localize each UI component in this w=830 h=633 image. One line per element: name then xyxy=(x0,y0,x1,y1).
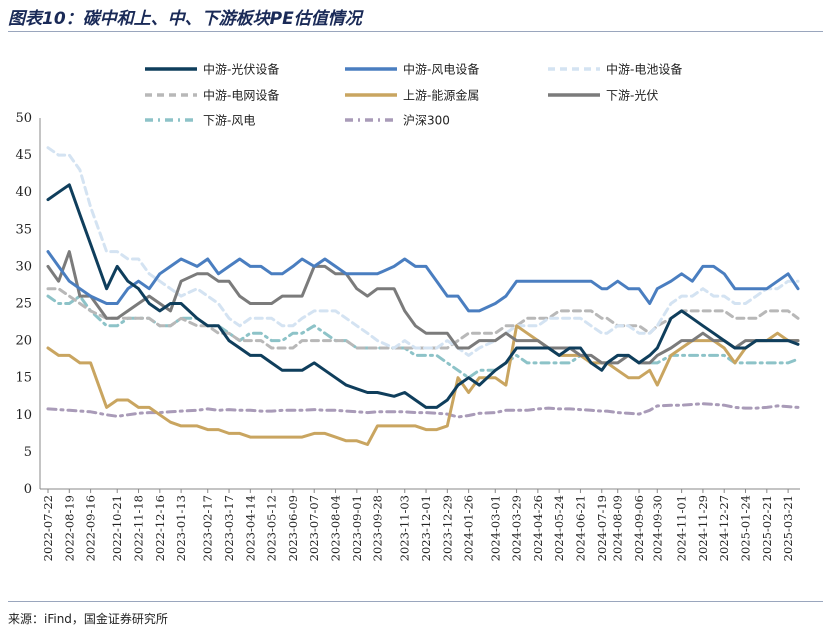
x-tick-label: 2024-06-21 xyxy=(573,495,587,561)
series-lines xyxy=(46,146,800,446)
y-tick-label: 35 xyxy=(15,222,32,237)
source-divider xyxy=(8,601,823,602)
title-divider xyxy=(8,31,823,32)
x-tick-label: 2023-08-04 xyxy=(329,495,343,561)
x-tick-label: 2025-01-24 xyxy=(739,495,753,561)
x-tick-label: 2024-03-29 xyxy=(510,495,524,561)
legend-label-3: 中游-电网设备 xyxy=(203,88,279,103)
legend-label-6: 下游-风电 xyxy=(203,114,255,128)
x-tick-label: 2023-07-07 xyxy=(307,495,321,561)
x-tick-label: 2025-02-21 xyxy=(760,495,774,561)
x-tick-label: 2024-04-26 xyxy=(531,495,545,561)
x-tick-label: 2023-03-17 xyxy=(222,495,236,561)
x-tick-label: 2024-11-01 xyxy=(675,495,689,561)
y-tick-label: 40 xyxy=(15,185,32,200)
x-tick-label: 2022-08-19 xyxy=(62,495,76,561)
series-line-1 xyxy=(46,250,800,313)
x-tick-label: 2023-11-03 xyxy=(398,495,412,561)
x-tick-label: 2024-09-30 xyxy=(650,495,664,561)
series-line-5 xyxy=(46,250,800,365)
x-tick-label: 2024-05-24 xyxy=(552,495,566,561)
series-line-6 xyxy=(46,294,800,380)
legend-label-4: 上游-能源金属 xyxy=(403,88,479,103)
y-tick-label: 25 xyxy=(15,297,32,312)
legend-label-0: 中游-光伏设备 xyxy=(203,62,279,77)
legend-label-7: 沪深300 xyxy=(403,114,450,128)
x-tick-label: 2023-02-17 xyxy=(201,495,215,561)
source-note: 来源：iFind，国金证券研究所 xyxy=(8,612,168,626)
x-tick-labels: 2022-07-22 2022-08-19 2022-09-16 2022-10-21… xyxy=(41,489,795,561)
x-tick-label: 2024-12-27 xyxy=(717,495,731,561)
x-tick-label: 2024-08-09 xyxy=(611,495,625,561)
x-tick-label: 2022-11-18 xyxy=(132,495,146,561)
x-tick-label: 2022-07-22 xyxy=(41,495,55,561)
x-tick-label: 2023-06-09 xyxy=(286,495,300,561)
series-line-2 xyxy=(46,146,800,357)
y-tick-label: 5 xyxy=(24,445,32,460)
x-tick-label: 2023-09-28 xyxy=(370,495,384,561)
axes xyxy=(39,118,800,490)
x-tick-label: 2022-10-21 xyxy=(110,495,124,561)
y-tick-label: 0 xyxy=(24,482,32,497)
y-tick-label: 10 xyxy=(15,408,32,423)
y-tick-label: 15 xyxy=(15,371,32,386)
y-tick-labels: 0 5 10 15 20 25 30 35 40 45 50 xyxy=(15,111,32,497)
x-tick-label: 2023-12-01 xyxy=(419,495,433,561)
x-tick-label: 2023-04-14 xyxy=(243,495,257,561)
x-tick-label: 2024-01-26 xyxy=(462,495,476,561)
x-tick-label: 2024-11-29 xyxy=(696,495,710,561)
x-tick-label: 2023-01-13 xyxy=(174,495,188,561)
x-tick-label: 2022-12-16 xyxy=(153,495,167,561)
x-tick-label: 2025-03-21 xyxy=(781,495,795,561)
x-tick-label: 2023-12-29 xyxy=(440,495,454,561)
x-tick-label: 2024-03-01 xyxy=(488,495,502,561)
series-line-7 xyxy=(46,402,800,419)
x-tick-label: 2024-09-06 xyxy=(632,495,646,561)
x-tick-label: 2023-09-01 xyxy=(350,495,364,561)
legend-label-2: 中游-电池设备 xyxy=(606,62,682,77)
legend-label-5: 下游-光伏 xyxy=(606,89,658,103)
y-tick-label: 50 xyxy=(15,111,32,126)
series-line-4 xyxy=(46,324,800,446)
y-tick-label: 20 xyxy=(15,334,32,349)
series-line-0 xyxy=(46,183,800,409)
x-tick-label: 2024-07-19 xyxy=(595,495,609,561)
page-title: 图表10：碳中和上、中、下游板块PE估值情况 xyxy=(8,9,362,29)
y-tick-label: 30 xyxy=(15,259,32,274)
legend-label-1: 中游-风电设备 xyxy=(403,62,479,77)
x-tick-label: 2023-05-12 xyxy=(265,495,279,561)
x-tick-label: 2022-09-16 xyxy=(84,495,98,561)
y-tick-label: 45 xyxy=(15,148,32,163)
